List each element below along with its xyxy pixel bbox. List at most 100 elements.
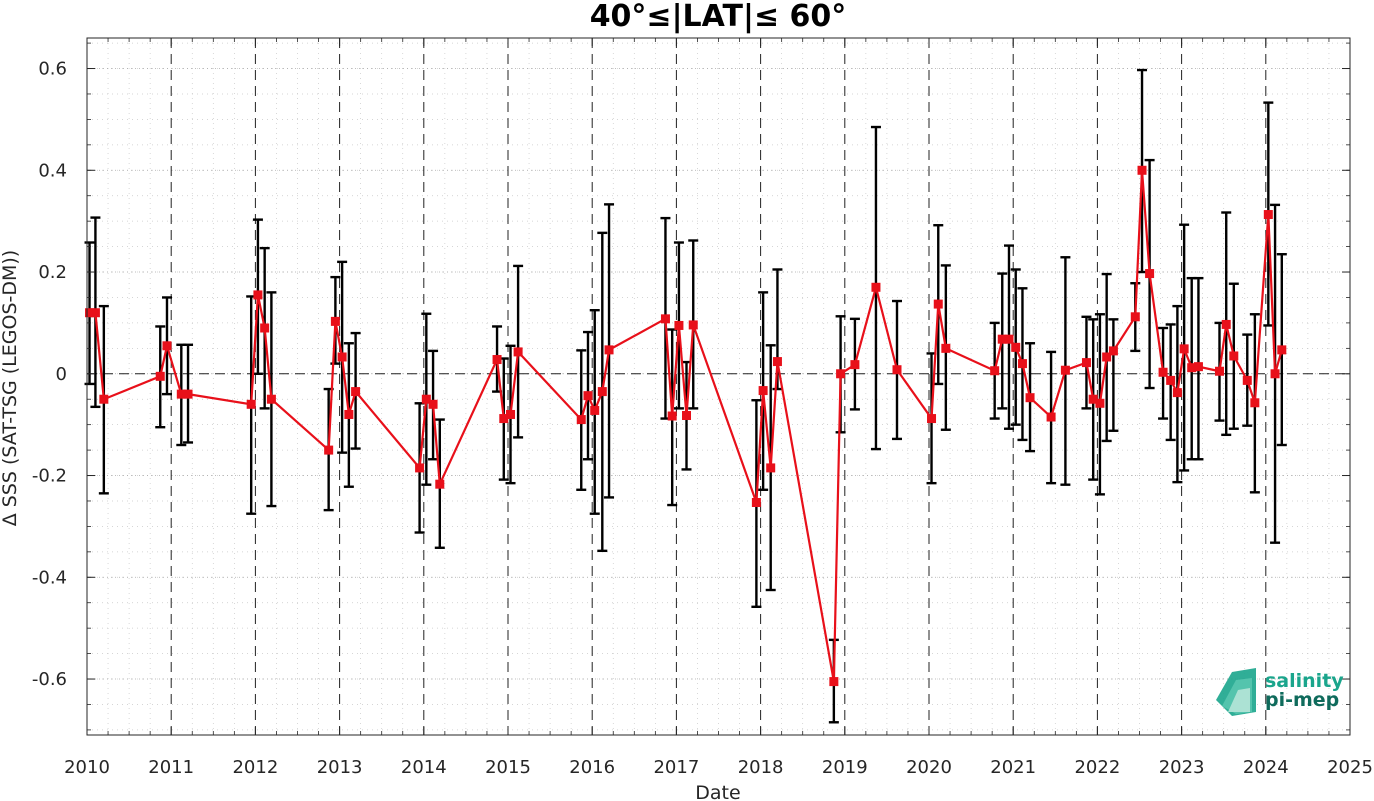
plot-area bbox=[87, 38, 1350, 735]
data-point-marker bbox=[1214, 366, 1224, 376]
data-point-marker bbox=[941, 343, 951, 353]
logo-wave-icon bbox=[1216, 668, 1256, 716]
y-tick-label: 0.4 bbox=[38, 160, 67, 181]
y-tick-label: -0.2 bbox=[32, 466, 67, 487]
data-point-marker bbox=[1242, 375, 1252, 385]
data-point-marker bbox=[758, 386, 768, 396]
data-point-marker bbox=[260, 323, 270, 333]
data-point-marker bbox=[1270, 369, 1280, 379]
data-point-marker bbox=[1166, 375, 1176, 385]
data-point-marker bbox=[688, 320, 698, 330]
data-point-marker bbox=[583, 391, 593, 401]
data-point-marker bbox=[1172, 388, 1182, 398]
data-point-marker bbox=[829, 677, 839, 687]
axis-ticks bbox=[86, 38, 1351, 735]
data-point-marker bbox=[674, 320, 684, 330]
data-point-marker bbox=[850, 360, 860, 370]
x-tick-label: 2023 bbox=[1159, 757, 1205, 778]
x-tick-label: 2011 bbox=[148, 757, 194, 778]
y-tick-label: 0.2 bbox=[38, 262, 67, 283]
x-tick-label: 2013 bbox=[317, 757, 363, 778]
x-tick-label: 2024 bbox=[1243, 757, 1289, 778]
salinity-pimep-logo: salinity pi-mep bbox=[1216, 668, 1344, 716]
data-point-marker bbox=[576, 415, 586, 425]
x-tick-label: 2015 bbox=[485, 757, 531, 778]
data-point-marker bbox=[330, 316, 340, 326]
data-point-marker bbox=[772, 357, 782, 367]
chart-title: 40°≤|LAT|≤ 60° bbox=[590, 0, 847, 34]
data-point-marker bbox=[1193, 362, 1203, 372]
data-point-marker bbox=[1017, 359, 1027, 369]
logo-text-salinity: salinity bbox=[1265, 670, 1344, 692]
data-point-marker bbox=[1229, 351, 1239, 361]
y-tick-label: 0.6 bbox=[38, 59, 67, 80]
data-point-marker bbox=[421, 394, 431, 404]
data-point-marker bbox=[513, 347, 523, 357]
data-point-marker bbox=[415, 463, 425, 473]
x-tick-labels: 2010 2011 2012 2013 2014 2015 2016 2017 2018 2019… bbox=[64, 757, 1373, 778]
year-separators bbox=[170, 38, 1267, 735]
data-point-marker bbox=[1221, 319, 1231, 329]
data-point-marker bbox=[990, 366, 1000, 376]
data-point-marker bbox=[927, 414, 937, 424]
x-tick-label: 2019 bbox=[822, 757, 868, 778]
data-point-marker bbox=[1263, 210, 1273, 220]
x-tick-label: 2017 bbox=[653, 757, 699, 778]
data-point-marker bbox=[766, 463, 776, 473]
x-tick-label: 2010 bbox=[64, 757, 110, 778]
y-tick-label: 0 bbox=[56, 364, 67, 385]
data-point-marker bbox=[162, 341, 172, 351]
data-point-marker bbox=[933, 299, 943, 309]
data-point-marker bbox=[604, 345, 614, 355]
data-point-marker bbox=[253, 290, 263, 300]
data-point-marker bbox=[266, 394, 276, 404]
data-point-marker bbox=[1095, 398, 1105, 408]
data-point-marker bbox=[492, 355, 502, 365]
data-point-marker bbox=[344, 409, 354, 419]
y-tick-labels: -0.6 -0.4 -0.2 0 0.2 0.4 0.6 bbox=[32, 59, 67, 691]
data-point-marker bbox=[1108, 346, 1118, 356]
data-point-marker bbox=[351, 387, 361, 397]
x-tick-label: 2025 bbox=[1327, 757, 1373, 778]
data-point-marker bbox=[1179, 344, 1189, 354]
data-point-marker bbox=[1046, 412, 1056, 422]
data-point-marker bbox=[183, 389, 193, 399]
logo-text-pimep: pi-mep bbox=[1265, 689, 1339, 711]
x-tick-label: 2021 bbox=[990, 757, 1036, 778]
data-point-marker bbox=[871, 282, 881, 292]
data-point-marker bbox=[435, 479, 445, 489]
data-point-marker bbox=[1158, 367, 1168, 377]
data-point-marker bbox=[1081, 358, 1091, 368]
data-point-marker bbox=[836, 369, 846, 379]
y-tick-label: -0.4 bbox=[32, 567, 67, 588]
data-point-marker bbox=[682, 410, 692, 420]
data-point-marker bbox=[1102, 352, 1112, 362]
x-tick-label: 2020 bbox=[906, 757, 952, 778]
data-point-marker bbox=[1060, 365, 1070, 375]
x-tick-label: 2018 bbox=[738, 757, 784, 778]
data-point-marker bbox=[892, 365, 902, 375]
y-axis-title: Δ SSS (SAT-TSG (LEGOS-DM)) bbox=[0, 250, 21, 526]
data-point-marker bbox=[1137, 165, 1147, 175]
data-point-marker bbox=[246, 399, 256, 409]
data-point-marker bbox=[590, 405, 600, 415]
x-tick-label: 2022 bbox=[1074, 757, 1120, 778]
data-point-marker bbox=[337, 352, 347, 362]
data-point-marker bbox=[660, 314, 670, 324]
data-point-marker bbox=[99, 394, 109, 404]
data-point-marker bbox=[428, 399, 438, 409]
data-point-marker bbox=[667, 411, 677, 421]
data-point-marker bbox=[155, 371, 165, 381]
data-point-marker bbox=[1145, 269, 1155, 279]
data-point-marker bbox=[506, 409, 516, 419]
series-markers bbox=[85, 165, 1287, 687]
data-point-marker bbox=[1025, 393, 1035, 403]
x-axis-title: Date bbox=[695, 782, 740, 801]
data-point-marker bbox=[1011, 342, 1021, 352]
data-point-marker bbox=[1250, 398, 1260, 408]
data-point-marker bbox=[751, 497, 761, 507]
data-point-marker bbox=[324, 445, 334, 455]
data-point-marker bbox=[90, 308, 100, 318]
y-tick-label: -0.6 bbox=[32, 669, 67, 690]
